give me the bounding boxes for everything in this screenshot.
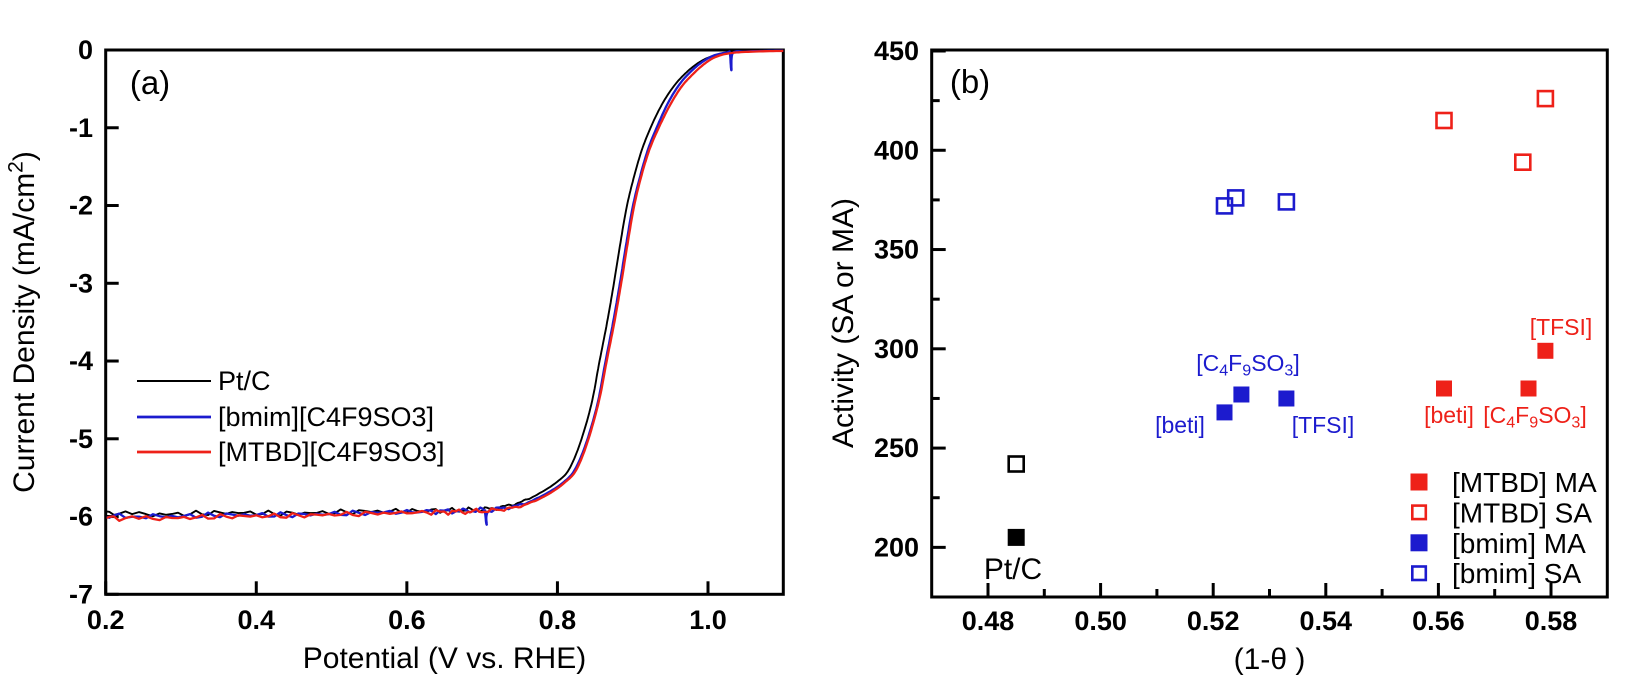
- curve-ptc: [106, 49, 784, 518]
- panel-b-ytick-label: 300: [874, 334, 919, 364]
- panel-b-ytick-label: 400: [874, 135, 919, 165]
- marker-square: [1536, 89, 1555, 108]
- panel-b-xtick-label: 0.58: [1525, 606, 1578, 636]
- legend-a-label: [MTBD][C4F9SO3]: [218, 437, 445, 467]
- legend-a-label: [bmim][C4F9SO3]: [218, 402, 434, 432]
- panel-a-ylabel: Current Density (mA/cm2): [5, 151, 41, 493]
- panel-b-ticks: [931, 49, 1553, 597]
- panel-a-tick-labels: 0.2 0.4 0.6 0.8 1.0 0 -1 -2 -3 -4 -5 -6 -7: [69, 35, 727, 635]
- panel-a-xtick-label: 0.2: [87, 605, 125, 635]
- panel-a-ytick-label: -5: [69, 424, 93, 454]
- panel-b-xtick-label: 0.54: [1300, 606, 1353, 636]
- marker-square: [1537, 342, 1554, 359]
- panel-b-ytick-label: 450: [874, 36, 919, 66]
- panel-b-annotations: Pt/C [beti] [C4F9SO3] [TFSI] [beti] [C4F9SO3]…: [984, 314, 1592, 586]
- annotation-beti: [beti]: [1155, 412, 1205, 438]
- curve-mtbd: [106, 49, 784, 522]
- panel-b-ytick-label: 200: [874, 532, 919, 562]
- panel-a-xlabel: Potential (V vs. RHE): [303, 642, 586, 675]
- marker-square: [1435, 111, 1453, 130]
- series-mtbd-sa: [1435, 89, 1555, 171]
- panel-b-letter: (b): [950, 63, 990, 100]
- marker-square: [1436, 380, 1452, 397]
- panel-b-xtick-label: 0.56: [1412, 606, 1465, 636]
- panel-b-tick-labels: 0.48 0.50 0.52 0.54 0.56 0.58 200 250 300 350 400 4…: [874, 36, 1577, 636]
- panel-a-ticks: [104, 48, 710, 596]
- panel-a-xtick-label: 0.8: [539, 605, 577, 635]
- panel-a-ytick-label: -4: [69, 346, 93, 376]
- panel-a-frame: [104, 48, 785, 596]
- panel-a-curves: [106, 49, 784, 526]
- legend-a-label: Pt/C: [218, 366, 271, 396]
- legend-b-label: [MTBD] MA: [1452, 467, 1597, 498]
- panel-a-ytick-label: -1: [69, 113, 93, 143]
- panel-a-xtick-label: 0.4: [238, 605, 276, 635]
- marker-square: [1226, 189, 1245, 207]
- panel-b-xtick-label: 0.48: [962, 606, 1015, 636]
- annotation-tfsi: [TFSI]: [1530, 314, 1593, 340]
- marker-square: [1520, 380, 1537, 397]
- annotation-c4f9so3: [C4F9SO3]: [1483, 402, 1587, 432]
- series-pt-c-ma: [1007, 528, 1025, 546]
- legend-b-marker: [1410, 534, 1428, 552]
- panel-a: 0.2 0.4 0.6 0.8 1.0 0 -1 -2 -3 -4 -5 -6 -7 Potential …: [5, 35, 785, 675]
- legend-b-marker: [1411, 504, 1428, 521]
- marker-square: [1514, 153, 1532, 171]
- annotation-c4f9so3: [C4F9SO3]: [1196, 350, 1300, 380]
- series-bmim-ma: [1216, 386, 1295, 421]
- panel-a-ytick-label: -2: [69, 191, 93, 221]
- panel-b-legend: [MTBD] MA[MTBD] SA[bmim] MA[bmim] SA: [1410, 467, 1597, 589]
- panel-a-xtick-label: 1.0: [689, 605, 727, 635]
- panel-b-xtick-label: 0.52: [1187, 606, 1240, 636]
- legend-b-label: [bmim] SA: [1452, 558, 1581, 589]
- panel-b: 0.48 0.50 0.52 0.54 0.56 0.58 200 250 300 350 400 4…: [827, 36, 1609, 676]
- legend-b-label: [MTBD] SA: [1452, 497, 1592, 528]
- panel-a-ytick-label: -7: [69, 579, 93, 609]
- panel-b-xtick-label: 0.50: [1074, 606, 1127, 636]
- panel-b-ytick-label: 350: [874, 235, 919, 265]
- panel-a-ytick-label: 0: [78, 35, 93, 65]
- marker-square: [1278, 390, 1295, 407]
- annotation-pt-c: Pt/C: [984, 553, 1042, 586]
- series-mtbd-ma: [1436, 342, 1554, 397]
- legend-b-marker: [1410, 473, 1428, 491]
- panel-a-xtick-label: 0.6: [388, 605, 426, 635]
- series-pt-c-sa: [1007, 455, 1026, 473]
- panel-b-xlabel: (1-θ ): [1234, 643, 1306, 676]
- marker-square: [1007, 455, 1026, 473]
- panel-a-legend: Pt/C [bmim][C4F9SO3] [MTBD][C4F9SO3]: [137, 366, 445, 467]
- annotation-tfsi: [TFSI]: [1292, 412, 1355, 438]
- panel-b-ytick-label: 250: [874, 433, 919, 463]
- legend-b-marker: [1411, 565, 1428, 582]
- panel-a-ytick-label: -6: [69, 502, 93, 532]
- panel-a-ytick-label: -3: [69, 268, 93, 298]
- marker-square: [1233, 386, 1250, 403]
- marker-square: [1216, 404, 1233, 421]
- panel-b-ylabel: Activity (SA or MA): [827, 198, 860, 448]
- annotation-beti: [beti]: [1424, 402, 1474, 428]
- panel-a-letter: (a): [130, 64, 170, 101]
- marker-square: [1007, 528, 1025, 546]
- series-bmim-sa: [1215, 189, 1296, 215]
- legend-b-label: [bmim] MA: [1452, 528, 1586, 559]
- marker-square: [1277, 193, 1296, 211]
